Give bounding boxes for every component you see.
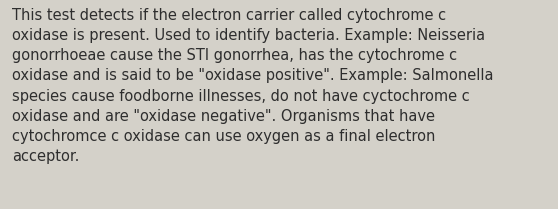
Text: This test detects if the electron carrier called cytochrome c
oxidase is present: This test detects if the electron carrie… <box>12 8 494 164</box>
